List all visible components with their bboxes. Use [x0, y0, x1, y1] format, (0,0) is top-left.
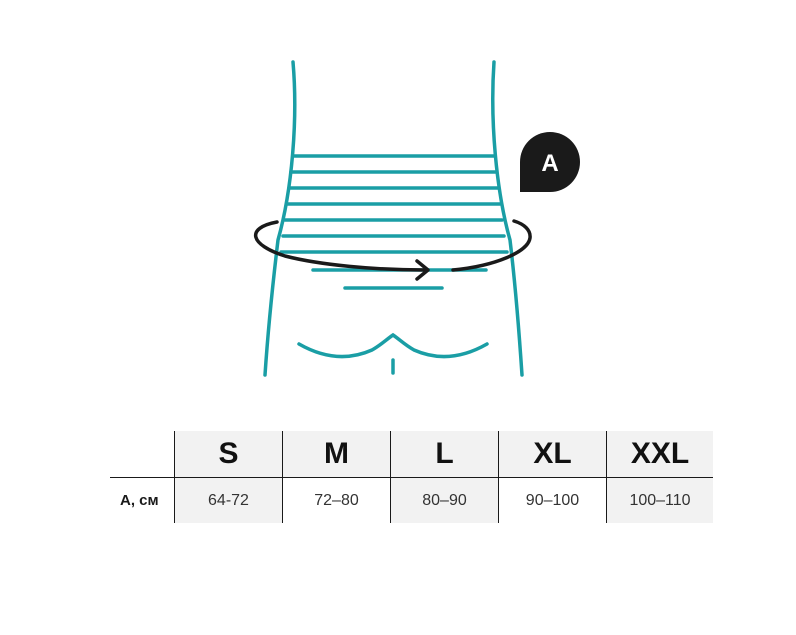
marker-a-badge: A	[520, 132, 580, 192]
waist-arrow	[254, 219, 532, 281]
row-label-waist: A, см	[120, 492, 159, 509]
size-header-m: M	[282, 431, 391, 478]
hips-outline	[297, 332, 489, 359]
size-header-xxl: XXL	[606, 431, 713, 478]
marker-a-label: A	[541, 150, 558, 177]
value-s: 64-72	[174, 477, 283, 523]
table-row: A, см 64-72 72–80 80–90 90–100 100–110	[110, 477, 713, 523]
torso-right-outline	[491, 60, 524, 377]
value-m: 72–80	[282, 477, 391, 523]
table-corner	[110, 431, 175, 478]
size-header-s: S	[174, 431, 283, 478]
value-xxl: 100–110	[606, 477, 713, 523]
size-header-xl: XL	[498, 431, 607, 478]
belt-bands	[279, 154, 509, 254]
size-header-l: L	[390, 431, 499, 478]
value-l: 80–90	[390, 477, 499, 523]
torso-left-outline	[263, 60, 297, 377]
value-xl: 90–100	[498, 477, 607, 523]
waist-measurement-diagram: A	[254, 60, 580, 377]
size-header-row: S M L XL XXL	[110, 431, 713, 478]
size-table: S M L XL XXL A, см 64-72 72–80 80–90 90–…	[110, 431, 713, 523]
